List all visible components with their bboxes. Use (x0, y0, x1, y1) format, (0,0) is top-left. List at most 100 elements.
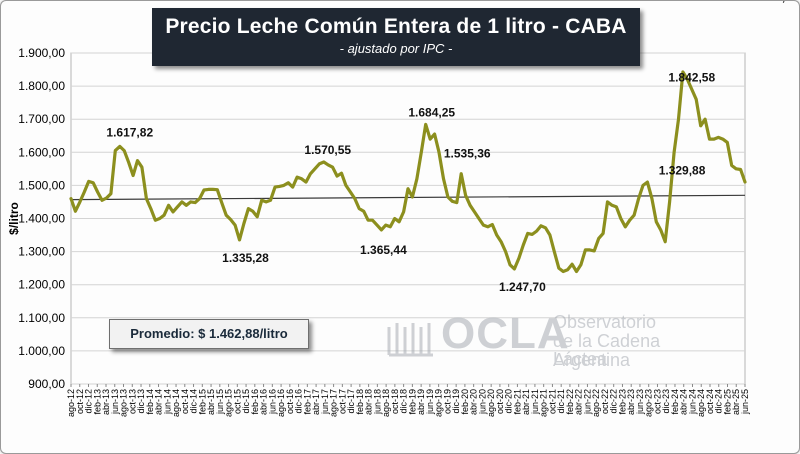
x-tick-label: abr-24 (679, 389, 689, 415)
x-tick-label: abr-14 (154, 389, 164, 415)
chart-title: Precio Leche Común Entera de 1 litro - C… (165, 15, 627, 38)
x-tick-label: abr-18 (364, 389, 374, 415)
x-tick-label: abr-13 (101, 389, 111, 415)
x-tick-label: dic-24 (714, 389, 724, 414)
y-tick-label: 1.900,00 (18, 46, 65, 60)
x-tick-label: feb-15 (197, 389, 207, 415)
x-tick-label: dic-21 (556, 389, 566, 414)
x-tick-label: abr-15 (206, 389, 216, 415)
series-line (69, 70, 747, 274)
x-tick-label: oct-19 (442, 389, 452, 414)
x-tick-label: jun-23 (635, 389, 645, 415)
x-tick-label: dic-22 (609, 389, 619, 414)
x-tick-label: ago-21 (539, 389, 549, 417)
x-tick-label: feb-25 (722, 389, 732, 415)
y-tick-label: 1.300,00 (18, 245, 65, 259)
y-tick-label: 1.800,00 (18, 79, 65, 93)
price-series (69, 70, 747, 274)
data-label: 1.684,25 (408, 105, 455, 119)
x-tick-label: abr-22 (574, 389, 584, 415)
data-label: 1.510,31 (752, 1, 799, 4)
x-tick-label: feb-23 (617, 389, 627, 415)
logo-text-line3: Argentina (553, 350, 631, 370)
x-tick-label: oct-13 (127, 389, 137, 414)
x-tick-label: dic-14 (189, 389, 199, 414)
x-tick-label: ago-13 (119, 389, 129, 417)
x-tick-label: ago-14 (171, 389, 181, 417)
x-tick-label: feb-13 (92, 389, 102, 415)
x-tick-label: ago-17 (329, 389, 339, 417)
x-tick-label: ago-20 (486, 389, 496, 417)
x-tick-label: abr-21 (521, 389, 531, 415)
logo-wordmark: OCLA (441, 309, 570, 358)
chart-subtitle: - ajustado por IPC - (339, 41, 453, 56)
x-tick-label: ago-18 (381, 389, 391, 417)
x-axis: ago-12oct-12dic-12feb-13abr-13jun-13ago-… (66, 384, 750, 417)
x-tick-label: dic-13 (136, 389, 146, 414)
x-tick-label: feb-17 (302, 389, 312, 415)
y-tick-label: 1.500,00 (18, 178, 65, 192)
x-tick-label: jun-18 (372, 389, 382, 415)
x-tick-label: ago-23 (644, 389, 654, 417)
logo-text-line2: de la Cadena Láctea (553, 331, 661, 369)
x-tick-label: abr-20 (469, 389, 479, 415)
data-label: 1.617,82 (106, 125, 153, 139)
x-tick-label: feb-14 (145, 389, 155, 415)
x-tick-label: jun-24 (687, 389, 697, 415)
x-tick-label: jun-14 (162, 389, 172, 415)
y-axis: 900,00 1.000,00 1.100,00 1.200,00 1.300,00 1.… (7, 46, 65, 391)
x-tick-label: dic-12 (84, 389, 94, 414)
average-box: Promedio: $ 1.462,88/litro (109, 319, 309, 349)
x-tick-label: jun-21 (530, 389, 540, 415)
data-label: 1.247,70 (499, 280, 546, 294)
x-tick-label: oct-23 (652, 389, 662, 414)
y-axis-label: $/litro (7, 202, 21, 235)
data-label: 1.335,28 (222, 251, 269, 265)
x-tick-label: abr-17 (311, 389, 321, 415)
x-tick-label: dic-19 (451, 389, 461, 414)
data-label: 1.535,36 (444, 147, 491, 161)
y-tick-label: 1.700,00 (18, 112, 65, 126)
x-tick-label: feb-16 (250, 389, 260, 415)
data-label: 1.570,55 (304, 143, 351, 157)
x-tick-label: jun-25 (740, 389, 750, 415)
x-tick-label: jun-22 (582, 389, 592, 415)
x-tick-label: jun-13 (110, 389, 120, 415)
y-tick-label: 1.600,00 (18, 145, 65, 159)
ocla-logo-mark-icon (387, 323, 433, 357)
x-tick-label: abr-25 (731, 389, 741, 415)
trend-line-group (70, 194, 746, 201)
x-tick-label: ago-19 (434, 389, 444, 417)
x-tick-label: jun-20 (477, 389, 487, 415)
x-tick-label: oct-16 (285, 389, 295, 414)
x-tick-label: feb-19 (407, 389, 417, 415)
title-box: Precio Leche Común Entera de 1 litro - C… (152, 8, 640, 66)
x-tick-label: feb-22 (565, 389, 575, 415)
grid-lines (70, 52, 746, 385)
y-tick-label: 900,00 (28, 377, 65, 391)
trend-line (70, 194, 746, 201)
y-tick-label: 1.000,00 (18, 344, 65, 358)
y-tick-label: 1.400,00 (18, 212, 65, 226)
x-tick-label: dic-17 (346, 389, 356, 414)
x-tick-label: ago-24 (696, 389, 706, 417)
y-tick-label: 1.200,00 (18, 278, 65, 292)
x-tick-label: jun-17 (320, 389, 330, 415)
x-tick-label: oct-21 (547, 389, 557, 414)
logo-text-line1: Observatorio (553, 312, 657, 332)
x-tick-label: oct-12 (75, 389, 85, 414)
x-tick-label: feb-24 (670, 389, 680, 415)
x-tick-label: oct-15 (232, 389, 242, 414)
x-tick-label: abr-23 (626, 389, 636, 415)
data-label: 1.365,44 (360, 243, 407, 257)
x-tick-label: jun-15 (215, 389, 225, 415)
x-tick-label: feb-21 (512, 389, 522, 415)
ocla-logo: OCLA Observatorio de la Cadena Láctea Ar… (385, 309, 715, 373)
data-label: 1.329,88 (659, 163, 706, 177)
x-tick-label: dic-16 (294, 389, 304, 414)
x-tick-label: abr-16 (259, 389, 269, 415)
x-tick-label: jun-16 (267, 389, 277, 415)
x-tick-label: ago-16 (276, 389, 286, 417)
